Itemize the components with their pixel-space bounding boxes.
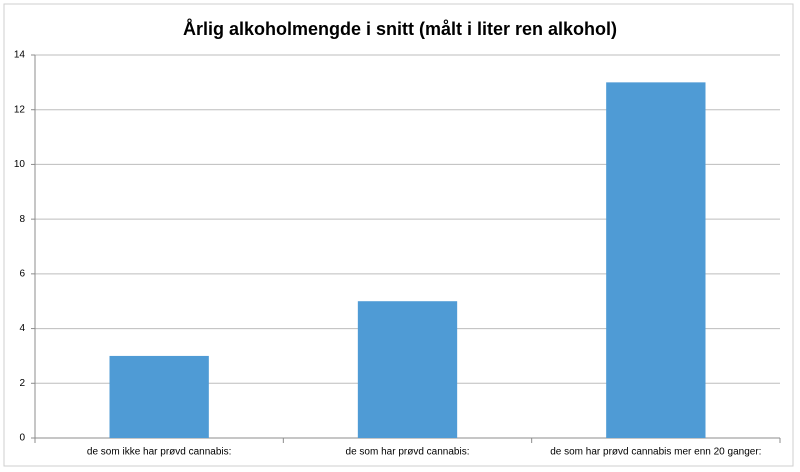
y-tick-label: 10 bbox=[14, 159, 26, 170]
bar bbox=[357, 301, 458, 438]
y-tick-label: 6 bbox=[19, 268, 25, 279]
chart-title: Årlig alkoholmengde i snitt (målt i lite… bbox=[183, 19, 617, 39]
y-tick-label: 0 bbox=[19, 433, 25, 444]
x-tick-label: de som ikke har prøvd cannabis: bbox=[87, 447, 232, 458]
bar bbox=[606, 82, 706, 438]
y-tick-label: 14 bbox=[14, 50, 26, 61]
y-tick-label: 4 bbox=[19, 323, 25, 334]
bar bbox=[109, 355, 209, 438]
y-tick-label: 12 bbox=[14, 104, 26, 115]
x-tick-label: de som har prøvd cannabis mer enn 20 gan… bbox=[550, 447, 761, 458]
x-tick-label: de som har prøvd cannabis: bbox=[346, 447, 470, 458]
y-tick-label: 2 bbox=[19, 378, 25, 389]
y-tick-label: 8 bbox=[19, 214, 25, 225]
